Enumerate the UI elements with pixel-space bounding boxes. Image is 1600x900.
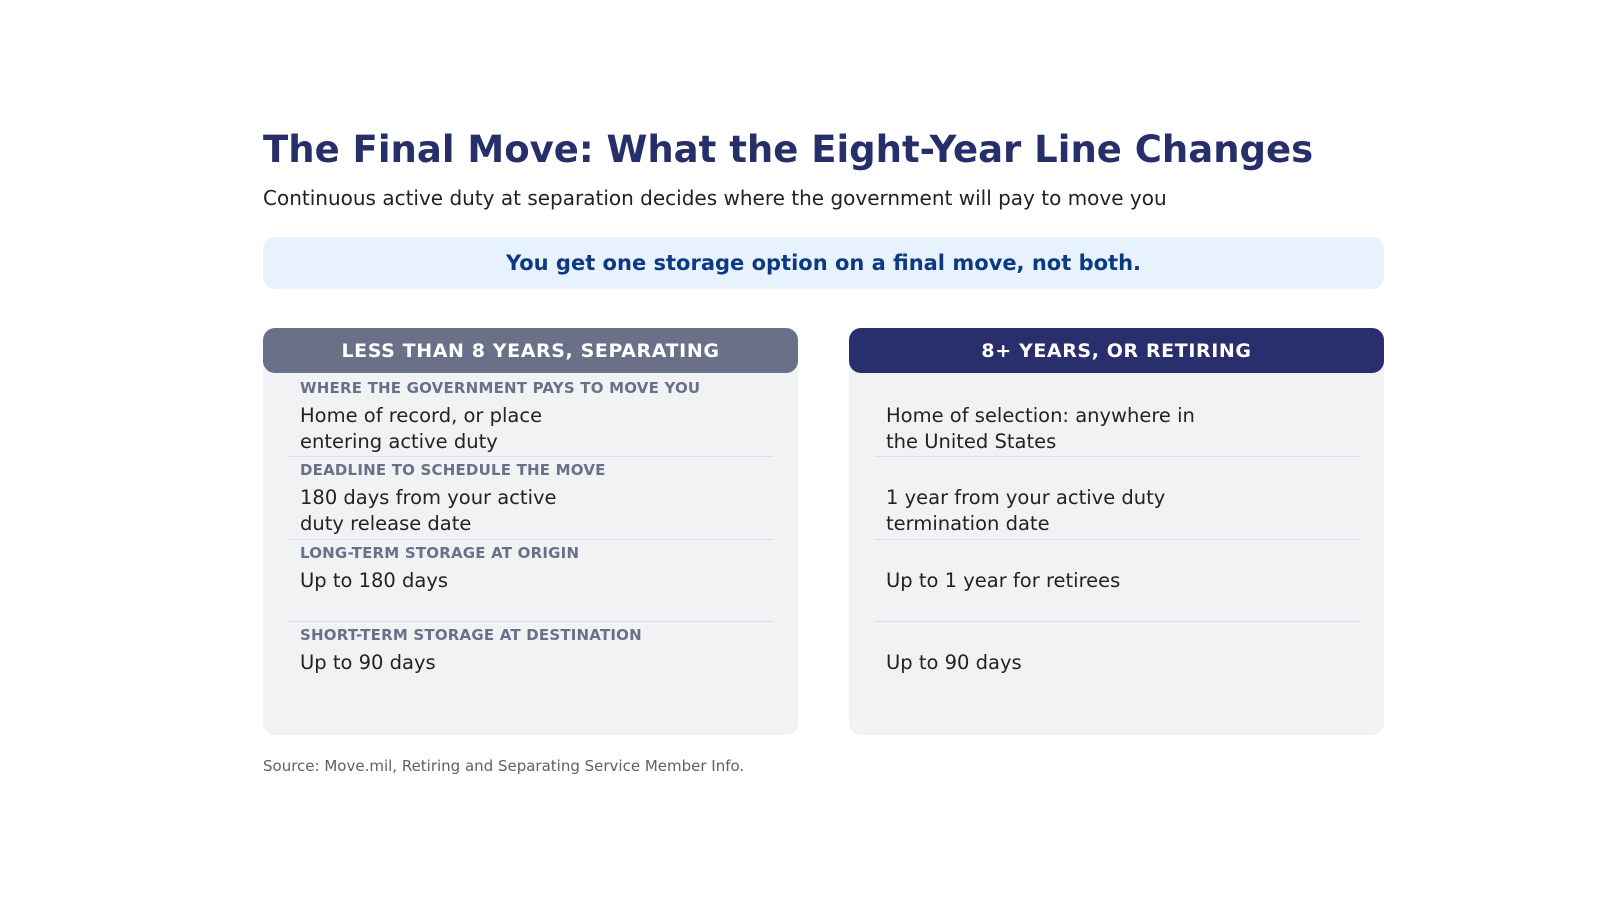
row-divider [288,621,774,622]
card-header-less-than-8-years: LESS THAN 8 YEARS, SEPARATING [263,328,798,373]
row-label: LONG-TERM STORAGE AT ORIGIN [300,544,580,562]
row-value: Home of record, or place entering active… [300,404,543,453]
row-value: 1 year from your active duty termination… [886,486,1166,535]
row-divider [288,456,774,457]
row-divider [288,539,774,540]
card-8-plus-years: 8+ YEARS, OR RETIRING Home of selection:… [849,328,1384,735]
row-value: Up to 90 days [300,651,436,674]
card-less-than-8-years: LESS THAN 8 YEARS, SEPARATING WHERE THE … [263,328,798,735]
row-value: Up to 1 year for retirees [886,569,1121,592]
source-note: Source: Move.mil, Retiring and Separatin… [263,757,745,775]
page-subtitle: Continuous active duty at separation dec… [263,186,1167,210]
row-label: DEADLINE TO SCHEDULE THE MOVE [300,461,606,479]
page-title: The Final Move: What the Eight-Year Line… [263,128,1314,171]
row-divider [874,621,1360,622]
row-label: WHERE THE GOVERNMENT PAYS TO MOVE YOU [300,379,701,397]
row-value: 180 days from your active duty release d… [300,486,557,535]
row-value: Up to 90 days [886,651,1022,674]
storage-callout: You get one storage option on a final mo… [263,237,1384,289]
row-divider [874,539,1360,540]
row-value: Up to 180 days [300,569,449,592]
row-label: SHORT-TERM STORAGE AT DESTINATION [300,626,642,644]
card-header-8-plus-years: 8+ YEARS, OR RETIRING [849,328,1384,373]
row-value: Home of selection: anywhere in the Unite… [886,404,1195,453]
row-divider [874,456,1360,457]
